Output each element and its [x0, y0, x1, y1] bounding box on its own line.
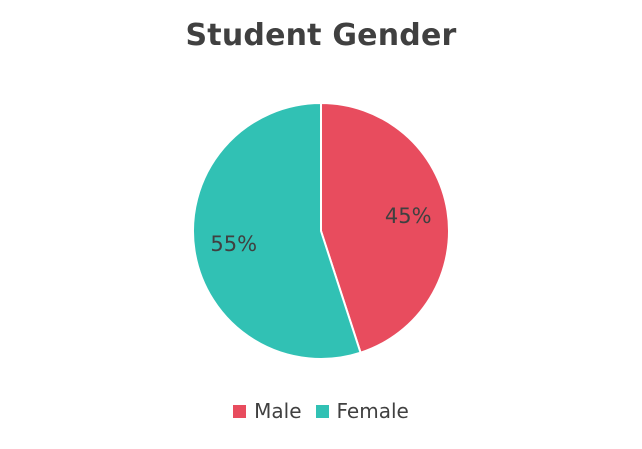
legend-swatch-female	[315, 404, 329, 418]
legend-swatch-male	[233, 404, 247, 418]
pie-slice-male	[320, 102, 450, 354]
legend-label-male: Male	[254, 399, 302, 423]
pie-slice-female	[192, 102, 362, 360]
data-label-male: 45%	[385, 204, 432, 228]
legend-item-male: Male	[233, 399, 302, 423]
legend-item-female: Female	[315, 399, 409, 423]
data-label-female: 55%	[210, 232, 257, 256]
legend-label-female: Female	[336, 399, 409, 423]
chart-title: Student Gender	[185, 18, 457, 53]
legend: Male Female	[0, 399, 642, 423]
